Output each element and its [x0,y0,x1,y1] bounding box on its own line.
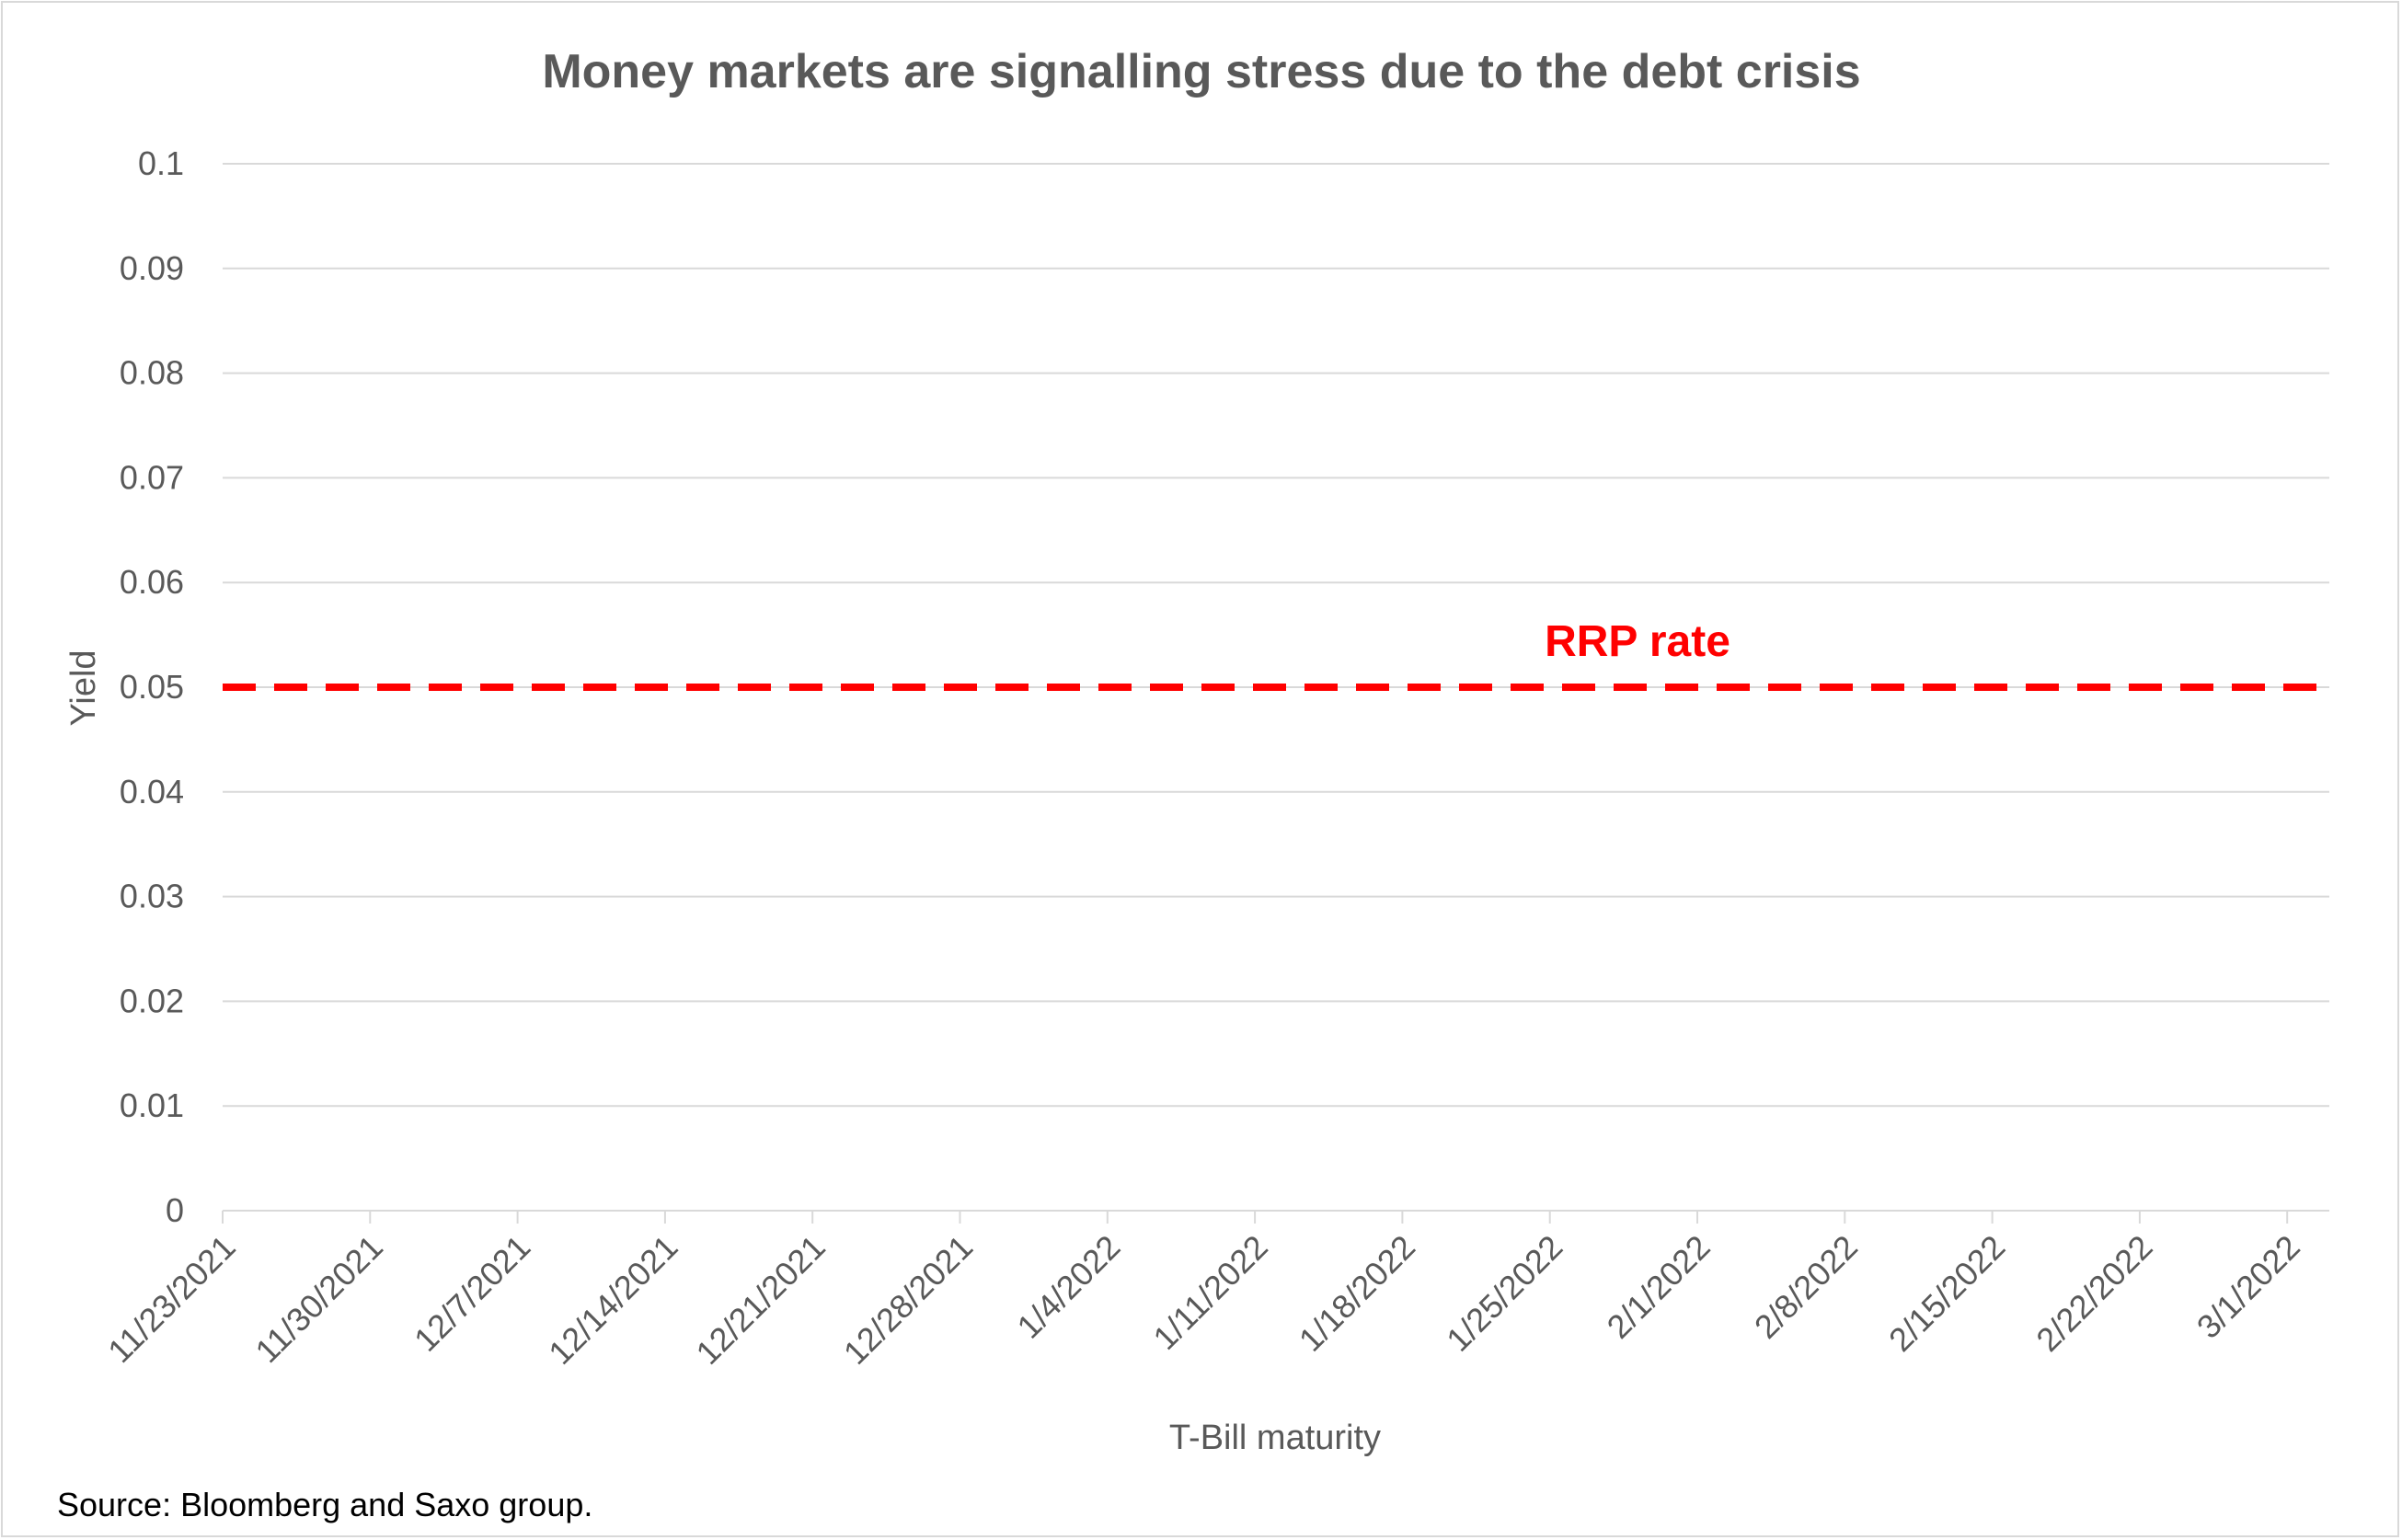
x-tick-label: 2/8/2022 [1747,1228,1865,1346]
x-tick-label: 1/25/2022 [1439,1228,1569,1359]
y-tick-label: 0.08 [120,354,184,392]
y-tick-label: 0.04 [120,773,184,810]
x-tick-labels: 11/23/2021 11/30/2021 12/7/2021 12/14/2021 1… [100,1228,2307,1372]
y-tick-label: 0.1 [138,144,184,182]
y-tick-labels: 0 0.01 0.02 0.03 0.04 0.05 0.06 0.07 0.08 0.09 0.1 [120,144,184,1229]
x-axis-label: T-Bill maturity [1169,1419,1381,1457]
x-tick-label: 12/7/2021 [407,1228,537,1359]
y-tick-label: 0.03 [120,878,184,915]
rrp-rate-label: RRP rate [1545,617,1730,666]
x-tick-label: 2/1/2022 [1600,1228,1718,1346]
x-tick-label: 12/21/2021 [688,1228,832,1372]
gridlines [222,163,2329,1224]
x-tick-label: 3/1/2022 [2189,1228,2307,1346]
chart-title: Money markets are signalling stress due … [542,45,1860,98]
source-note: Source: Bloomberg and Saxo group. [57,1486,592,1523]
y-tick-label: 0.09 [120,249,184,287]
x-tick-label: 1/4/2022 [1009,1228,1127,1346]
y-tick-label: 0.01 [120,1086,184,1124]
y-tick-label: 0.07 [120,458,184,496]
x-tick-label: 2/15/2022 [1881,1228,2012,1359]
x-tick-label: 11/30/2021 [247,1228,390,1371]
x-tick-label: 1/18/2022 [1292,1228,1422,1359]
x-tick-label: 11/23/2021 [100,1228,243,1371]
x-tick-label: 1/11/2022 [1145,1228,1274,1357]
x-tick-label: 2/22/2022 [2028,1228,2159,1359]
y-tick-label: 0.02 [120,982,184,1019]
y-axis-label: Yield [64,649,103,726]
x-tick-label: 12/14/2021 [541,1228,684,1372]
x-tick-label: 12/28/2021 [836,1228,980,1372]
y-tick-label: 0.06 [120,563,184,601]
y-tick-label: 0 [166,1191,184,1229]
y-tick-label: 0.05 [120,668,184,706]
